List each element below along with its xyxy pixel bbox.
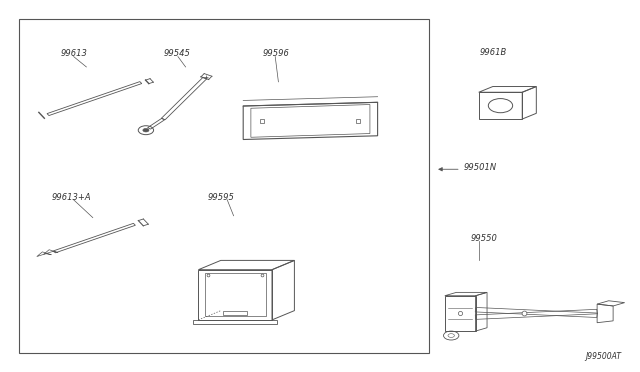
Bar <box>445 296 476 331</box>
Text: 99545: 99545 <box>163 49 190 58</box>
Text: 99613: 99613 <box>61 49 88 58</box>
Text: 99595: 99595 <box>208 193 235 202</box>
Text: 99596: 99596 <box>262 49 289 58</box>
Text: 9961B: 9961B <box>479 48 507 57</box>
Bar <box>19 19 429 353</box>
Text: 99550: 99550 <box>470 234 497 243</box>
Text: 99613+A: 99613+A <box>51 193 91 202</box>
Bar <box>479 92 522 119</box>
Text: 99501N: 99501N <box>464 163 497 172</box>
Text: J99500AT: J99500AT <box>585 352 621 361</box>
Circle shape <box>143 128 149 132</box>
